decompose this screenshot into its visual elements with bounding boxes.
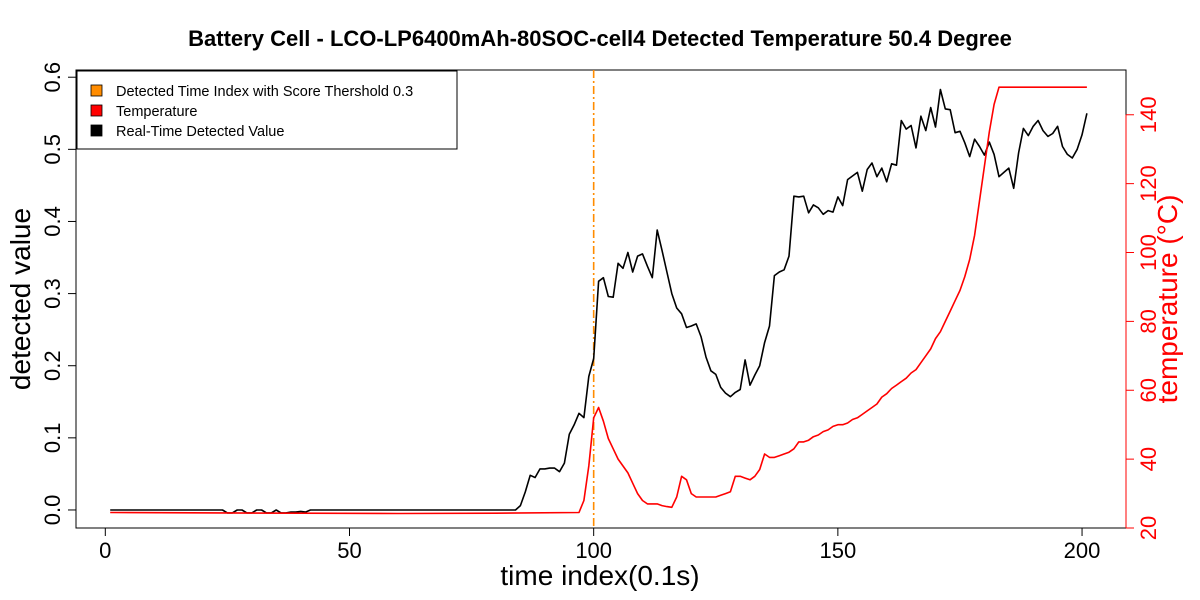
legend: Detected Time Index with Score Thershold… bbox=[76, 70, 458, 150]
y-right-tick-label: 40 bbox=[1136, 447, 1161, 471]
y-right-tick-label: 100 bbox=[1136, 234, 1161, 271]
x-tick-label: 0 bbox=[99, 538, 111, 563]
x-tick-label: 100 bbox=[575, 538, 612, 563]
chart-title: Battery Cell - LCO-LP6400mAh-80SOC-cell4… bbox=[188, 26, 1012, 51]
legend-box bbox=[76, 70, 458, 150]
y-left-tick-label: 0.6 bbox=[40, 62, 65, 93]
y-right-tick-label: 20 bbox=[1136, 516, 1161, 540]
legend-label-temperature: Temperature bbox=[116, 104, 197, 120]
y-axis-left: 0.0 0.1 0.2 0.3 0.4 0.5 0.6 bbox=[40, 62, 76, 525]
x-axis-label: time index(0.1s) bbox=[500, 560, 699, 591]
x-tick-label: 50 bbox=[337, 538, 361, 563]
y-right-tick-label: 80 bbox=[1136, 309, 1161, 333]
y-right-tick-label: 60 bbox=[1136, 378, 1161, 402]
y-left-tick-label: 0.0 bbox=[40, 495, 65, 526]
legend-label-detected-time: Detected Time Index with Score Thershold… bbox=[116, 84, 413, 100]
plot-area bbox=[110, 70, 1088, 528]
x-axis: 0 50 100 150 200 bbox=[99, 528, 1100, 563]
y-left-tick-label: 0.5 bbox=[40, 134, 65, 165]
temperature-series-line bbox=[110, 86, 1087, 515]
y-right-tick-label: 120 bbox=[1136, 165, 1161, 202]
y-left-tick-label: 0.4 bbox=[40, 206, 65, 237]
y-axis-right-label: temperature (°C) bbox=[1152, 195, 1183, 404]
x-tick-label: 200 bbox=[1064, 538, 1101, 563]
legend-swatch-detected-value bbox=[90, 124, 103, 137]
y-axis-right: 20 40 60 80 100 120 140 bbox=[1125, 96, 1161, 540]
detected-value-series-line bbox=[110, 88, 1088, 514]
y-right-tick-label: 140 bbox=[1136, 96, 1161, 133]
legend-swatch-temperature bbox=[90, 104, 103, 117]
y-left-tick-label: 0.3 bbox=[40, 278, 65, 309]
y-left-tick-label: 0.1 bbox=[40, 423, 65, 454]
legend-swatch-detected-time bbox=[90, 84, 103, 97]
x-tick-label: 150 bbox=[820, 538, 857, 563]
y-axis-left-label: detected value bbox=[5, 208, 36, 390]
legend-label-detected-value: Real-Time Detected Value bbox=[116, 124, 284, 140]
y-left-tick-label: 0.2 bbox=[40, 350, 65, 381]
